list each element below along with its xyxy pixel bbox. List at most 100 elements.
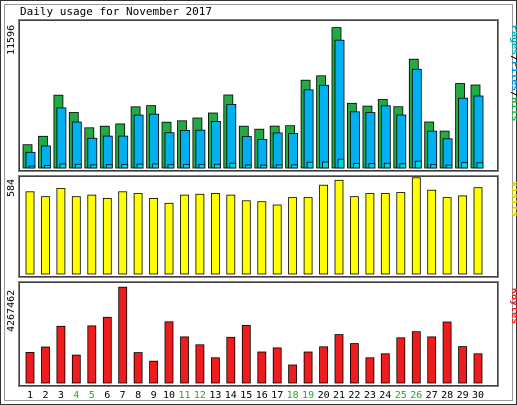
visits-bar (272, 204, 282, 275)
pages-bar (198, 164, 206, 169)
kbytes-bar (164, 321, 174, 384)
pages-bar (152, 163, 160, 169)
files-bar (164, 132, 175, 169)
visits-bar (71, 196, 81, 275)
kbytes-bar (41, 346, 50, 384)
pages-bar (44, 165, 51, 169)
visits-bar (210, 193, 220, 275)
visits-bar (226, 194, 236, 275)
files-bar (180, 129, 190, 169)
files-bar (365, 112, 376, 169)
pages-bar (322, 161, 330, 169)
x-tick-label: 1 (27, 390, 33, 401)
files-bar (380, 105, 391, 169)
visits-bar (288, 197, 298, 275)
pages-bar (306, 161, 314, 169)
x-tick-label: 22 (348, 390, 360, 401)
pages-bar (352, 163, 360, 169)
x-tick-label: 10 (163, 390, 175, 401)
files-bar (458, 97, 469, 169)
pages-bar (275, 164, 283, 169)
pages-bar (368, 163, 376, 169)
x-tick-label: 27 (426, 390, 438, 401)
pages-bar (105, 164, 113, 169)
pages-bar (59, 163, 67, 169)
kbytes-bar (396, 337, 406, 384)
visits-bar (87, 194, 97, 275)
pages-bar (430, 164, 438, 169)
pages-bar (383, 162, 391, 169)
visits-bar (442, 197, 452, 275)
kbytes-bar (56, 325, 66, 384)
x-tick-label: 14 (225, 390, 237, 401)
pages-bar (445, 164, 453, 169)
kbytes-bar (319, 346, 329, 384)
bars-layer (22, 27, 484, 384)
files-bar (334, 39, 345, 169)
x-tick-label: 13 (209, 390, 221, 401)
x-tick-label: 6 (104, 390, 110, 401)
hits-panel-legend: Pages/Files/Hits (509, 25, 517, 121)
kbytes-bar (71, 354, 81, 384)
kbytes-max-label: 4267462 (6, 290, 17, 332)
kbytes-bar (442, 321, 452, 384)
x-tick-label: 3 (58, 390, 64, 401)
x-tick-label: 4 (73, 390, 79, 401)
x-tick-label: 26 (410, 390, 422, 401)
visits-bar (180, 194, 189, 275)
pages-bar (28, 165, 36, 169)
kbytes-bar (257, 351, 267, 384)
x-tick-label: 19 (302, 390, 314, 401)
visits-max-label: 584 (6, 179, 17, 197)
kbytes-bar (288, 364, 298, 384)
kbytes-bar (334, 334, 344, 384)
pages-bar (74, 163, 82, 169)
visits-bar (133, 193, 143, 275)
files-bar (195, 129, 206, 169)
x-tick-label: 30 (472, 390, 484, 401)
x-tick-label: 8 (135, 390, 141, 401)
chart-title: Daily usage for November 2017 (20, 5, 212, 18)
kbytes-bar (226, 336, 236, 384)
files-bar (396, 114, 407, 169)
visits-bar (241, 200, 251, 275)
kbytes-bar (118, 286, 128, 384)
visits-bar (257, 201, 267, 275)
files-bar (241, 136, 252, 169)
kbytes-bar (195, 344, 205, 384)
x-tick-label: 5 (89, 390, 95, 401)
pages-bar (291, 164, 299, 169)
legend-hits: Hits (509, 97, 517, 121)
x-axis-labels: 1 2 3 4 5 6 7 8 9 10 11 12 13 14 15 16 17 18 19 20 21 22 23 24 2… (27, 390, 484, 401)
files-bar (71, 121, 82, 169)
visits-bar (102, 197, 112, 275)
files-bar (226, 104, 237, 169)
hits-max-label: 11596 (6, 25, 17, 55)
pages-bar (136, 163, 144, 169)
x-tick-label: 18 (287, 390, 299, 401)
pages-bar (414, 160, 422, 169)
pages-bar (461, 162, 469, 169)
legend-files: Files (509, 61, 517, 91)
x-tick-label: 20 (318, 390, 330, 401)
visits-bar (41, 196, 50, 275)
files-bar (442, 138, 453, 169)
kbytes-bar (25, 351, 35, 384)
pages-bar (121, 164, 129, 169)
visits-bar (396, 192, 406, 275)
x-tick-label: 23 (364, 390, 376, 401)
visits-bar (164, 202, 174, 275)
kbytes-bar (380, 353, 390, 384)
x-tick-label: 11 (178, 390, 190, 401)
kbytes-bar (365, 357, 375, 384)
files-bar (411, 68, 422, 169)
kbytes-bar (87, 325, 97, 384)
files-bar (473, 95, 484, 169)
pages-bar (229, 162, 237, 169)
pages-bar (213, 163, 221, 169)
visits-bar (380, 193, 390, 275)
x-tick-label: 12 (194, 390, 206, 401)
visits-bar (473, 187, 483, 275)
visits-bar (365, 193, 375, 275)
